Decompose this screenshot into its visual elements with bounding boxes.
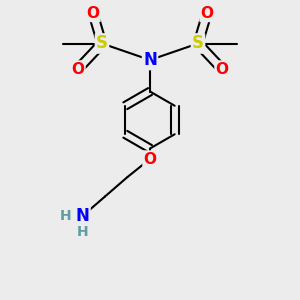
- Text: N: N: [143, 51, 157, 69]
- Text: O: O: [86, 6, 100, 21]
- Text: H: H: [77, 226, 88, 239]
- Text: H: H: [60, 209, 72, 223]
- Text: S: S: [192, 34, 204, 52]
- Text: S: S: [96, 34, 108, 52]
- Text: O: O: [200, 6, 214, 21]
- Text: O: O: [215, 61, 229, 76]
- Text: N: N: [76, 207, 89, 225]
- Text: O: O: [143, 152, 157, 166]
- Text: O: O: [71, 61, 85, 76]
